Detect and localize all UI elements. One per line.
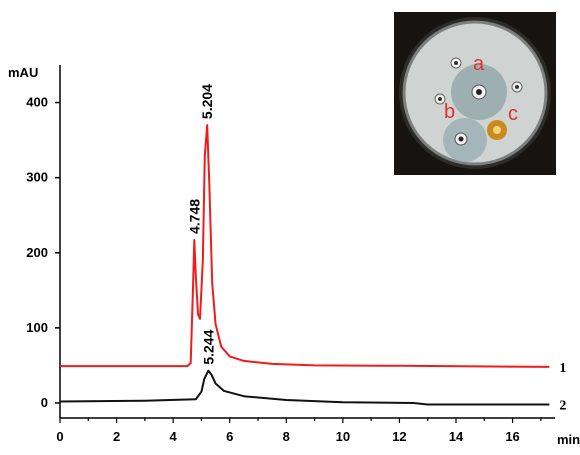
peak-label: 4.748 [186, 199, 202, 234]
x-axis-unit-label: min [557, 432, 580, 447]
trace-label-2: 2 [559, 398, 566, 413]
peak-label: 5.204 [199, 84, 215, 119]
x-tick-label: 8 [283, 429, 290, 444]
well-left-center [438, 97, 442, 101]
well-c-center [493, 126, 501, 134]
x-tick-label: 12 [392, 429, 406, 444]
x-tick-label: 14 [449, 429, 464, 444]
dish-inner-edge [402, 20, 548, 166]
x-tick-label: 10 [336, 429, 350, 444]
y-tick-label: 200 [26, 245, 48, 260]
series-line-2 [59, 369, 550, 406]
inset-label-a: a [473, 53, 485, 75]
y-tick-label: 0 [41, 395, 48, 410]
trace-label-1: 1 [559, 361, 566, 376]
x-tick-label: 4 [170, 429, 178, 444]
series-line-1 [60, 124, 550, 368]
x-tick-label: 16 [505, 429, 519, 444]
x-tick-label: 0 [56, 429, 63, 444]
x-tick-label: 6 [226, 429, 233, 444]
peak-label: 5.244 [200, 329, 216, 364]
inset-label-b: b [444, 101, 455, 123]
well-b-center [458, 136, 464, 142]
inset-label-c: c [508, 103, 518, 125]
well-right-center [515, 85, 519, 89]
inset-agar-plate-photo: a b c [394, 12, 556, 175]
y-tick-label: 300 [26, 170, 48, 185]
y-tick-label: 100 [26, 320, 48, 335]
well-a-center [476, 89, 482, 95]
y-axis-unit-label: mAU [8, 65, 38, 80]
x-tick-label: 2 [113, 429, 120, 444]
well-top-left-center [454, 61, 458, 65]
y-tick-label: 400 [26, 95, 48, 110]
